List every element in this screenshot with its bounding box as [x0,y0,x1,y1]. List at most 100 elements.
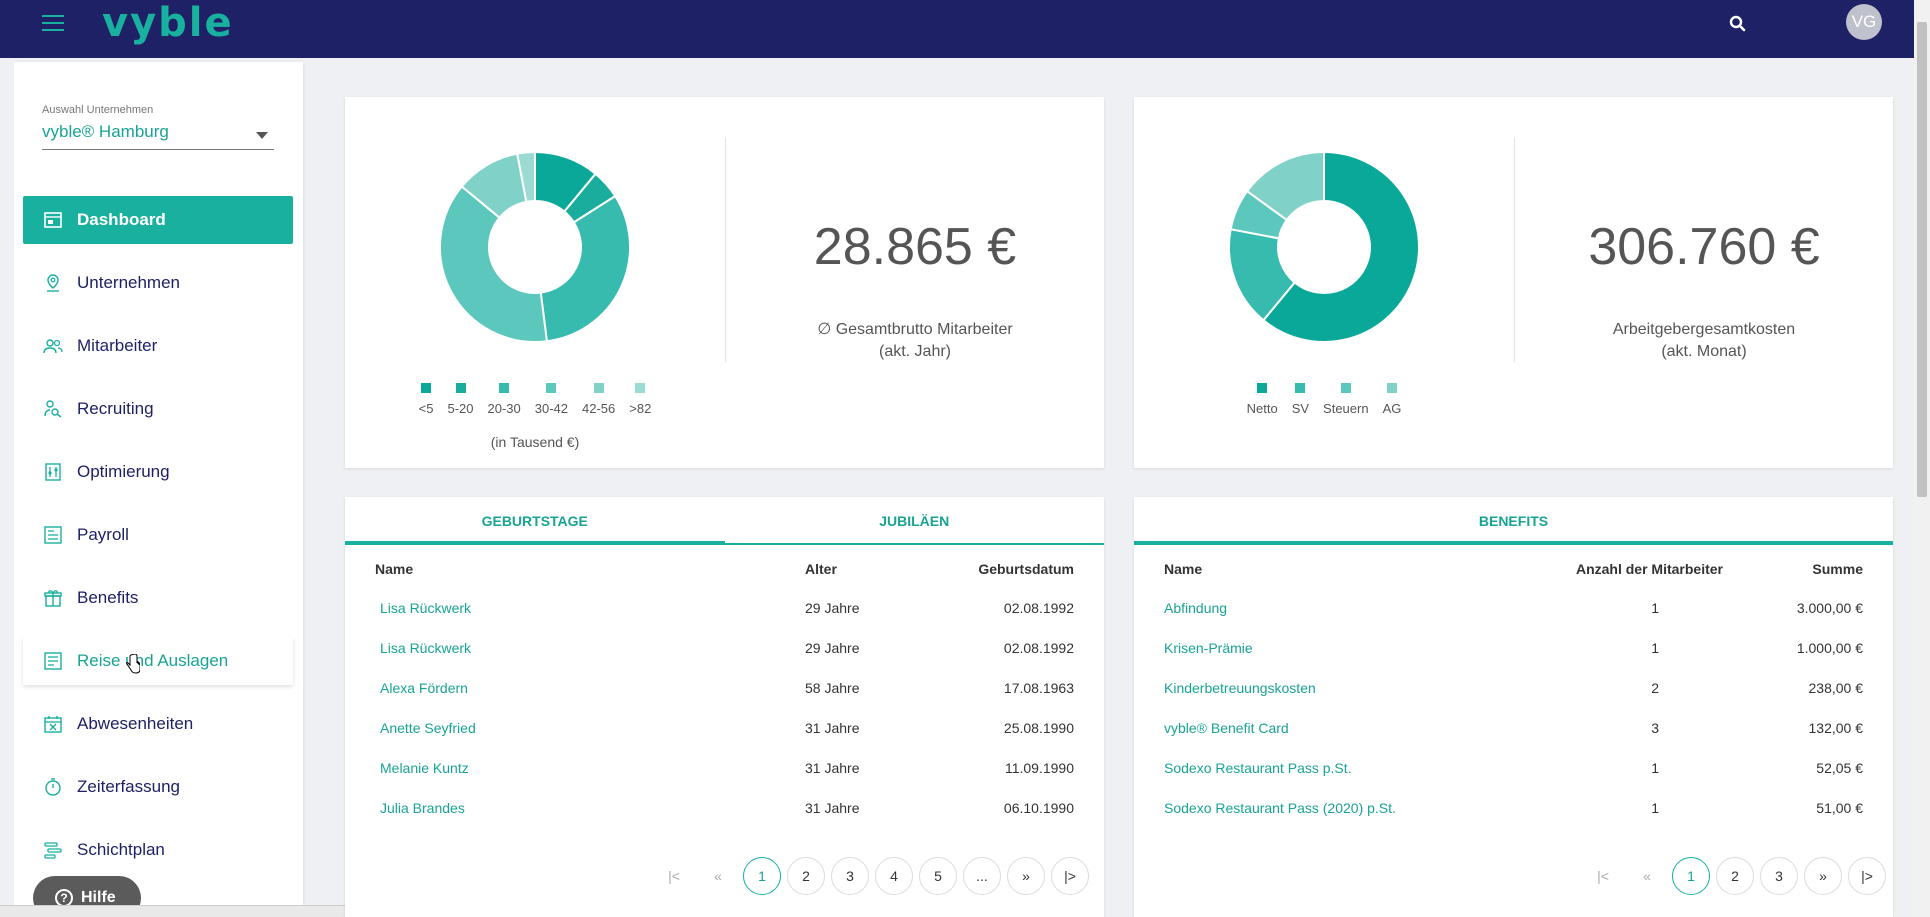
table-row[interactable]: Anette Seyfried [380,720,476,736]
table-row[interactable]: Sodexo Restaurant Pass p.St. [1164,760,1352,776]
table-row: 02.08.1992 [1004,640,1074,656]
column-header-sum[interactable]: Summe [1812,561,1863,577]
benefit-name-link[interactable]: vyble® Benefit Card [1164,720,1289,736]
benefit-name-link[interactable]: Sodexo Restaurant Pass p.St. [1164,760,1352,776]
sidebar-item-optimierung[interactable]: Optimierung [23,448,293,496]
avatar[interactable]: VG [1846,4,1882,40]
pagination-button[interactable]: ... [963,857,1001,895]
benefit-name-link[interactable]: Kinderbetreuungskosten [1164,680,1316,696]
table-row: 1 [1651,640,1659,656]
legend-swatch [455,383,466,393]
benefit-name-link[interactable]: Abfindung [1164,600,1228,616]
pagination-button[interactable]: 2 [787,857,825,895]
pagination-button[interactable]: 4 [875,857,913,895]
scrollbar-thumb[interactable] [1917,22,1927,497]
pagination-button[interactable]: « [1628,857,1666,895]
pagination-button[interactable]: 3 [831,857,869,895]
employee-name-link[interactable]: Lisa Rückwerk [380,640,472,656]
table-row: 02.08.1992 [1004,600,1074,616]
table-row[interactable]: Lisa Rückwerk [380,600,471,616]
table-row: 17.08.1963 [1004,680,1074,696]
employee-name-link[interactable]: Lisa Rückwerk [380,600,472,616]
legend-item[interactable]: SV [1292,383,1309,416]
legend-item[interactable]: Netto [1247,383,1278,416]
tab-benefits[interactable]: BENEFITS [1134,497,1893,543]
table-row: 1 [1651,800,1659,816]
donut-slice-0-3[interactable] [439,185,549,343]
legend-item[interactable]: 30-42 [535,383,568,416]
hamburger-menu-icon[interactable] [42,15,64,33]
column-header-age[interactable]: Alter [805,561,837,577]
company-select[interactable]: vyble® Hamburg [42,122,274,150]
sidebar-item-zeiterfassung[interactable]: Zeiterfassung [23,763,293,811]
kpi-card-gross-salary: <5 5-20 20-30 30-42 42-56 >82 (in Tausend €) … [345,97,1104,468]
table-row[interactable]: Julia Brandes [380,800,465,816]
table-row[interactable]: vyble® Benefit Card [1164,720,1289,736]
sidebar-item-label: Schichtplan [77,840,165,859]
legend-item[interactable]: >82 [629,383,651,416]
sidebar-item-label: Recruiting [77,399,154,418]
employee-name-link[interactable]: Anette Seyfried [380,720,476,736]
legend-item[interactable]: Steuern [1323,383,1369,416]
benefit-name-link[interactable]: Krisen-Prämie [1164,640,1253,656]
sidebar-item-schichtplan[interactable]: Schichtplan [23,826,293,874]
legend-item[interactable]: AG [1383,383,1401,416]
employee-birthdate: 02.08.1992 [1003,600,1074,616]
sidebar-item-payroll[interactable]: Payroll [23,511,293,559]
table-row[interactable]: Melanie Kuntz [380,760,469,776]
pagination-button[interactable]: 5 [919,857,957,895]
page-scrollbar[interactable] [1914,0,1930,917]
column-header-birthdate[interactable]: Geburtsdatum [978,561,1074,577]
sidebar-item-abwesenheiten[interactable]: Abwesenheiten [23,700,293,748]
pagination-button[interactable]: » [1007,857,1045,895]
pagination-button[interactable]: |< [1584,857,1622,895]
sidebar-item-unternehmen[interactable]: Unternehmen [23,259,293,307]
sidebar-item-reise-und-auslagen[interactable]: Reise und Auslagen [23,637,293,685]
column-header-name[interactable]: Name [1164,561,1203,577]
column-header-count[interactable]: Anzahl der Mitarbeiter [1575,561,1723,577]
pagination-button[interactable]: 3 [1760,857,1798,895]
pagination-button[interactable]: « [699,857,737,895]
sidebar-item-recruiting[interactable]: Recruiting [23,385,293,433]
pagination-button[interactable]: 1 [743,857,781,895]
pagination-button[interactable]: |< [655,857,693,895]
pagination-button[interactable]: 2 [1716,857,1754,895]
birthdays-pagination: |< «1 2 3 4 5...» |> [655,857,1089,895]
pagination-button[interactable]: |> [1848,857,1886,895]
table-row: 51,00 € [1816,800,1863,816]
table-row[interactable]: Abfindung [1164,600,1227,616]
table-row[interactable]: Alexa Fördern [380,680,468,696]
pagination-button[interactable]: |> [1051,857,1089,895]
kpi-label-line1: ∅ Gesamtbrutto Mitarbeiter [817,321,1013,338]
donut-slice-0-5[interactable] [516,150,536,203]
tab-jubilaeen[interactable]: JUBILÄEN [879,513,950,529]
tab-geburtstage[interactable]: GEBURTSTAGE [345,497,725,543]
employee-name-link[interactable]: Alexa Fördern [380,680,468,696]
company-select-label: Auswahl Unternehmen [42,104,154,116]
sidebar-item-mitarbeiter[interactable]: Mitarbeiter [23,322,293,370]
legend-item[interactable]: 20-30 [488,383,521,416]
legend-item[interactable]: 5-20 [447,383,474,416]
benefit-name-link[interactable]: Sodexo Restaurant Pass (2020) p.St. [1164,800,1396,816]
benefit-count: 3 [1651,720,1659,736]
chart-legend-salary: <5 5-20 20-30 30-42 42-56 >82 [345,383,725,416]
sidebar-item-dashboard[interactable]: Dashboard [23,196,293,244]
search-icon[interactable] [1726,12,1750,36]
column-header-name[interactable]: Name [375,561,414,577]
table-row[interactable]: Lisa Rückwerk [380,640,471,656]
legend-item[interactable]: 42-56 [582,383,615,416]
donut-slice-0-2[interactable] [539,194,631,343]
table-row[interactable]: Sodexo Restaurant Pass (2020) p.St. [1164,800,1396,816]
donut-slice-1-3[interactable] [1245,150,1325,222]
employee-name-link[interactable]: Julia Brandes [380,800,465,816]
legend-item[interactable]: <5 [419,383,433,416]
logo[interactable]: vyble [102,0,234,46]
table-row[interactable]: Krisen-Prämie [1164,640,1253,656]
donut-slice-1-0[interactable] [1262,150,1420,343]
pagination-button[interactable]: 1 [1672,857,1710,895]
employee-name-link[interactable]: Melanie Kuntz [380,760,469,776]
table-row[interactable]: Kinderbetreuungskosten [1164,680,1316,696]
table-row: 29 Jahre [805,640,859,656]
pagination-button[interactable]: » [1804,857,1842,895]
sidebar-item-benefits[interactable]: Benefits [23,574,293,622]
